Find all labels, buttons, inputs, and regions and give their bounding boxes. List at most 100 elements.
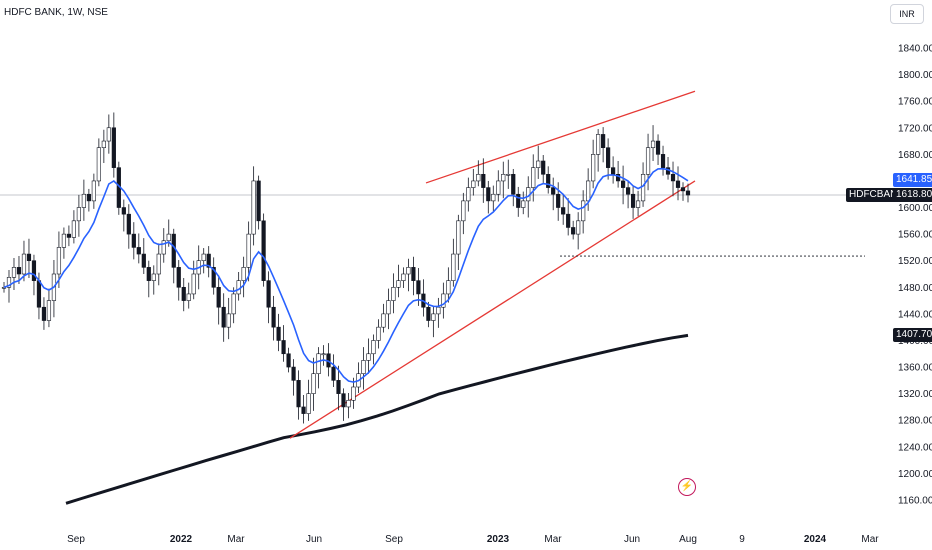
candle-body xyxy=(511,173,516,195)
x-tick-label: 2023 xyxy=(487,534,510,545)
x-tick-label: 9 xyxy=(739,534,745,545)
candle-body xyxy=(211,267,216,288)
candle-body xyxy=(685,190,691,196)
candle-body xyxy=(136,247,141,255)
candle-body xyxy=(675,180,681,188)
candle-body xyxy=(141,253,146,268)
sma-value-tag: 1407.70 xyxy=(893,328,932,343)
candle-body xyxy=(596,134,601,155)
candle-body xyxy=(416,280,421,295)
candle-body xyxy=(81,193,86,208)
candle-body xyxy=(516,193,521,208)
candle-body xyxy=(226,313,231,328)
candle-body xyxy=(461,200,466,222)
candle-body xyxy=(606,147,611,168)
candle-body xyxy=(341,393,346,408)
candle-body xyxy=(551,187,556,195)
candle-body xyxy=(311,373,316,394)
candle-body xyxy=(31,260,37,281)
candle-body xyxy=(6,277,12,288)
candle-body xyxy=(201,253,206,262)
candle-body xyxy=(351,386,356,401)
candle-body xyxy=(406,267,411,275)
candle-body xyxy=(146,267,151,281)
candle-body xyxy=(536,160,541,168)
y-tick-label: 1240.00 xyxy=(898,442,932,453)
candle-body xyxy=(331,366,336,381)
candle-body xyxy=(271,306,276,328)
candle-body xyxy=(566,213,571,228)
candle-body xyxy=(451,253,456,281)
candle-body xyxy=(191,273,196,295)
x-tick-label: Sep xyxy=(385,534,403,545)
candle-body xyxy=(546,173,551,188)
candle-body xyxy=(571,227,576,235)
candle-body xyxy=(660,154,666,168)
ema-line xyxy=(3,167,689,383)
candle-body xyxy=(236,280,241,295)
sma-long-line xyxy=(65,333,689,505)
x-tick-label: Sep xyxy=(67,534,85,545)
candle-body xyxy=(291,366,296,381)
candle-body xyxy=(336,380,341,394)
candle-body xyxy=(376,326,381,341)
candle-body xyxy=(171,233,176,268)
candle-body xyxy=(541,160,546,175)
y-tick-label: 1720.00 xyxy=(898,123,932,134)
candle-body xyxy=(501,173,506,182)
candle-body xyxy=(36,280,42,308)
currency-button[interactable]: INR xyxy=(890,4,924,24)
candle-body xyxy=(581,200,586,222)
candle-body xyxy=(436,306,441,315)
candle-body xyxy=(630,193,636,208)
candle-body xyxy=(640,173,646,202)
candle-body xyxy=(66,233,72,238)
channel-lower-line xyxy=(289,180,696,439)
candle-body xyxy=(46,300,52,321)
candle-body xyxy=(426,306,431,321)
candle-body xyxy=(86,193,91,202)
candle-body xyxy=(61,233,67,248)
candle-body xyxy=(680,187,686,192)
candle-body xyxy=(181,286,186,301)
candle-body xyxy=(16,267,22,275)
candle-body xyxy=(186,293,191,301)
candle-body xyxy=(301,406,306,414)
candle-body xyxy=(286,353,291,368)
y-tick-label: 1480.00 xyxy=(898,283,932,294)
lightning-icon[interactable]: ⚡ xyxy=(678,478,696,496)
candle-body xyxy=(316,353,321,375)
candle-body xyxy=(366,353,371,361)
candle-body xyxy=(126,213,131,235)
symbol-name: HDFCBANK xyxy=(849,189,905,201)
channel-upper-line xyxy=(425,90,696,184)
candle-body xyxy=(371,340,376,355)
candle-body xyxy=(611,167,616,175)
x-tick-label: Jun xyxy=(306,534,322,545)
y-tick-label: 1600.00 xyxy=(898,203,932,214)
y-tick-label: 1840.00 xyxy=(898,44,932,55)
candle-body xyxy=(71,220,76,238)
y-tick-label: 1320.00 xyxy=(898,389,932,400)
candle-body xyxy=(361,360,366,375)
candle-body xyxy=(496,180,501,195)
candle-body xyxy=(131,233,136,248)
candle-body xyxy=(491,193,496,202)
x-tick-label: Mar xyxy=(227,534,245,545)
candle-body xyxy=(441,293,446,308)
y-tick-label: 1200.00 xyxy=(898,469,932,480)
candle-body xyxy=(396,280,401,288)
candle-body xyxy=(26,253,32,262)
candle-body xyxy=(576,220,581,235)
y-tick-label: 1680.00 xyxy=(898,150,932,161)
candle-body xyxy=(386,300,391,315)
symbol-price-value: 1618.80 xyxy=(893,188,932,203)
candle-body xyxy=(476,173,481,182)
candle-body xyxy=(206,253,211,268)
candle-body xyxy=(521,200,526,208)
candle-body xyxy=(531,167,536,188)
candle-body xyxy=(446,280,451,295)
x-tick-label: Mar xyxy=(544,534,562,545)
chart-title: HDFC BANK, 1W, NSE xyxy=(4,7,108,18)
